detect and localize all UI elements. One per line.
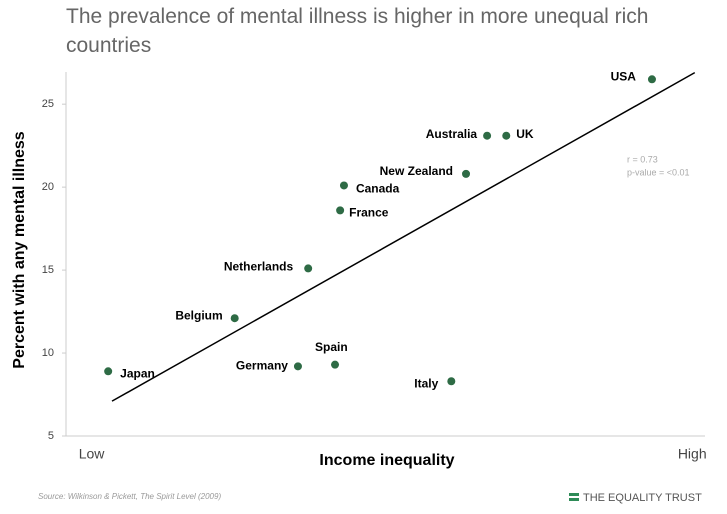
point-label: USA	[611, 69, 637, 83]
point	[293, 362, 302, 371]
logo: THE EQUALITY TRUST	[583, 492, 702, 504]
point	[502, 131, 511, 140]
point	[462, 169, 471, 178]
source: Source: Wilkinson & Pickett, The Spirit …	[38, 492, 221, 501]
x-tick-label: High	[678, 446, 707, 462]
point	[331, 360, 340, 369]
x-tick-label: Low	[79, 446, 106, 462]
point-label: Japan	[120, 366, 155, 380]
annotation: p-value = <0.01	[627, 167, 690, 177]
point	[104, 367, 113, 376]
point-label: Belgium	[175, 308, 222, 322]
logo-icon	[569, 498, 579, 501]
point	[447, 377, 456, 386]
point	[230, 314, 239, 323]
point-label: Netherlands	[224, 260, 294, 274]
logo-icon	[569, 493, 579, 496]
point-label: France	[349, 206, 389, 220]
point	[304, 264, 313, 273]
point	[483, 131, 492, 140]
point-label: Italy	[414, 376, 438, 390]
y-tick-label: 5	[48, 430, 54, 442]
y-tick-label: 15	[42, 264, 54, 276]
y-axis-label: Percent with any mental illness	[11, 131, 28, 369]
point	[336, 206, 345, 215]
point	[647, 75, 656, 84]
point-label: UK	[516, 127, 534, 141]
x-axis-label: Income inequality	[319, 452, 454, 469]
point	[339, 181, 348, 190]
chart-title: The prevalence of mental illness is high…	[66, 5, 649, 57]
point-label: Spain	[315, 340, 348, 354]
trend-line	[111, 72, 696, 402]
point-label: Australia	[426, 127, 478, 141]
point-label: New Zealand	[380, 164, 453, 178]
point-label: Germany	[236, 358, 288, 372]
y-tick-label: 25	[42, 98, 54, 110]
annotation: r = 0.73	[627, 154, 658, 164]
point-label: Canada	[356, 182, 400, 196]
y-tick-label: 20	[42, 181, 54, 193]
y-tick-label: 10	[42, 347, 54, 359]
